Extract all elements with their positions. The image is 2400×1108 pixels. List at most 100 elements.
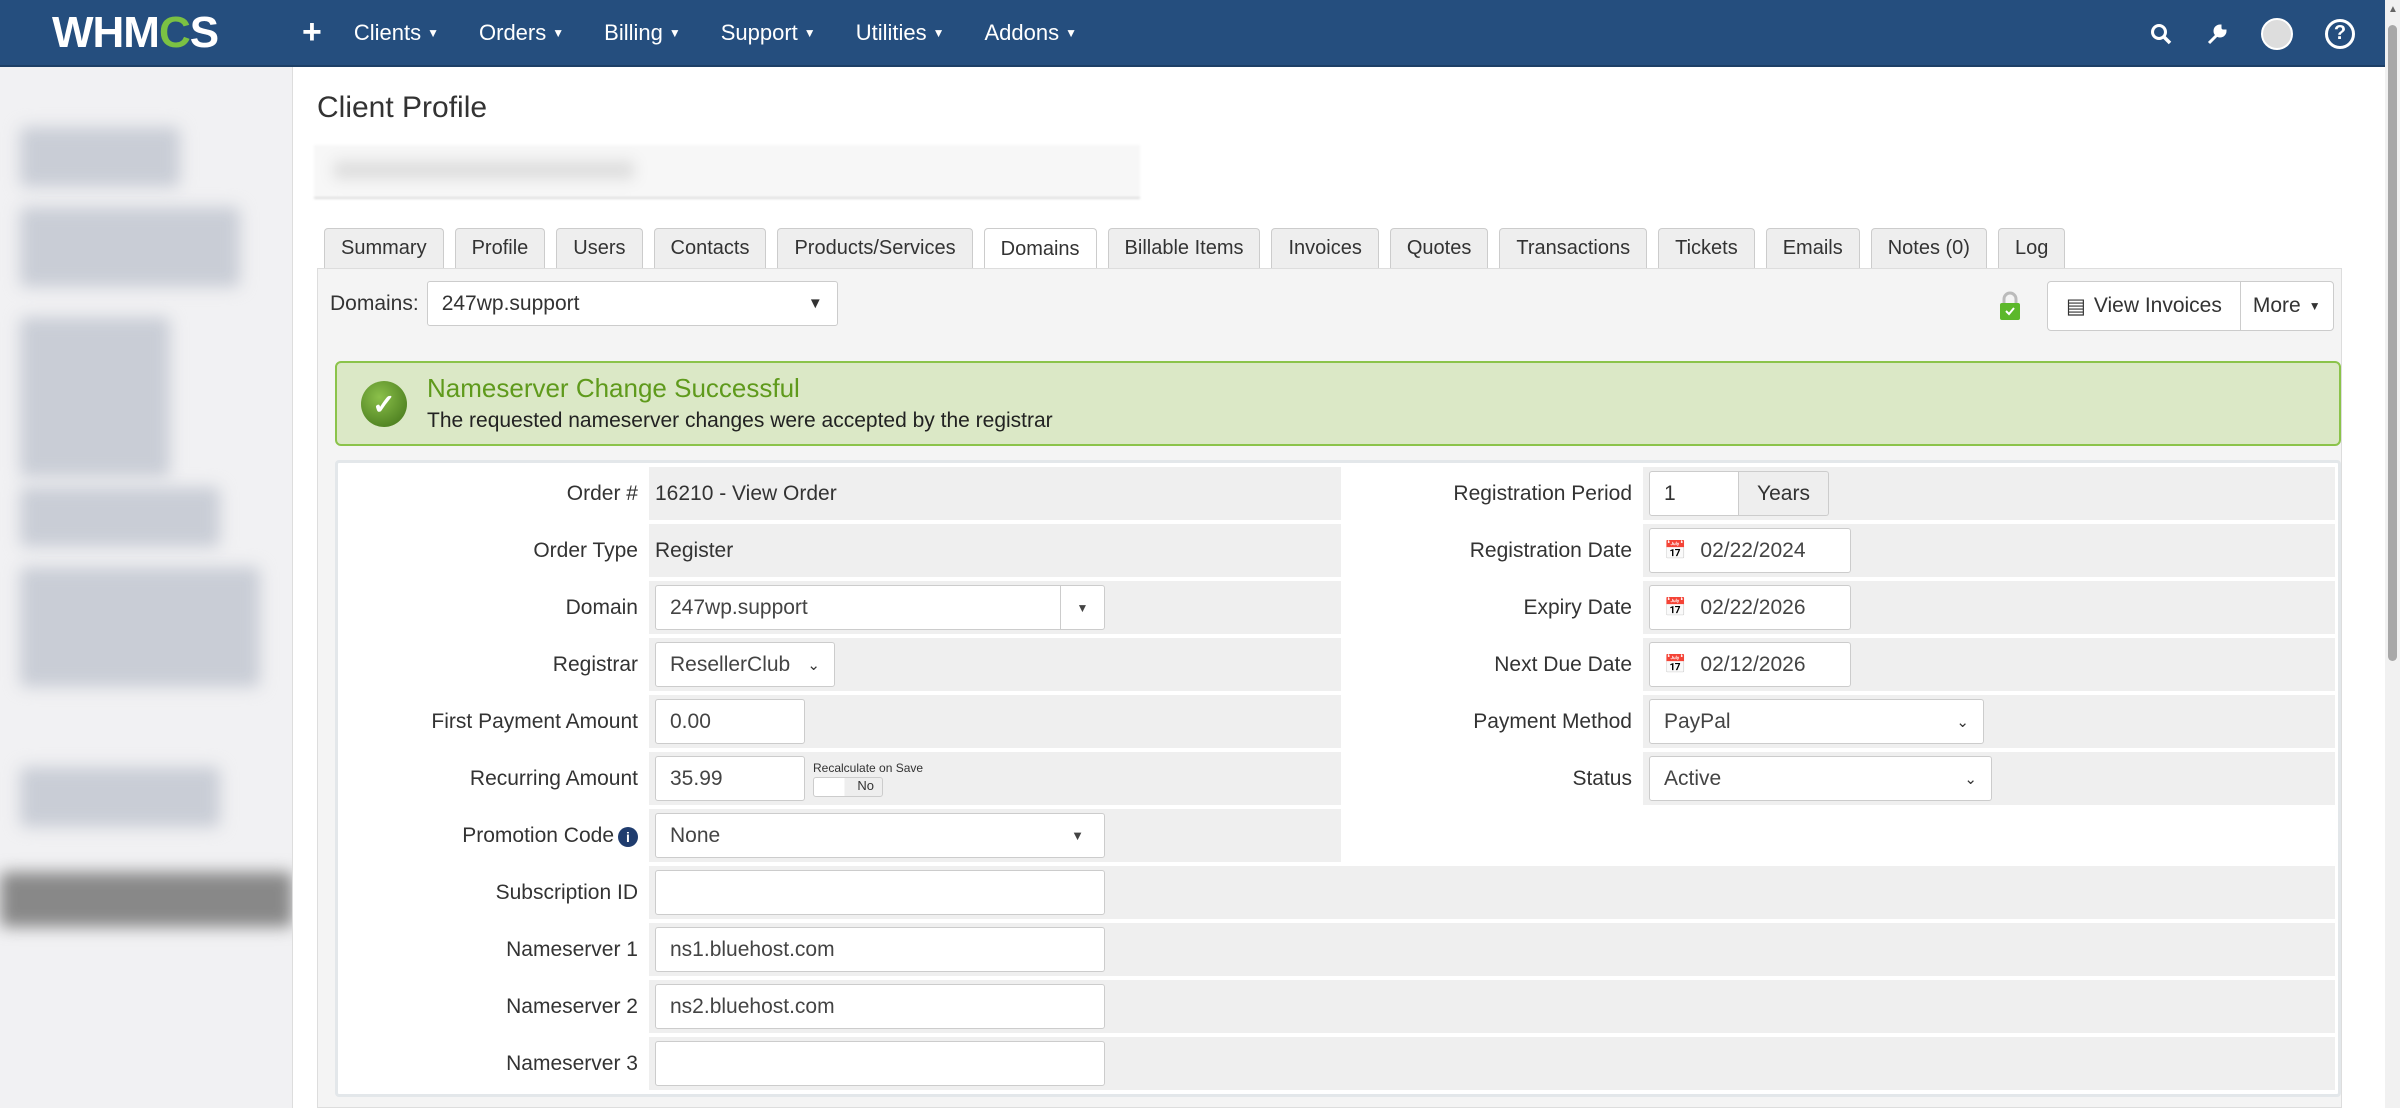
domain-value: 247wp.support [670, 595, 808, 619]
tab-log[interactable]: Log [1997, 228, 2066, 268]
tab-profile[interactable]: Profile [454, 228, 546, 268]
form-row: Nameserver 1 ns1.bluehost.com [341, 923, 2335, 976]
calendar-icon: 📅 [1664, 540, 1687, 560]
menu-billing[interactable]: Billing ▼ [604, 20, 681, 46]
promo-code-select[interactable]: None ▼ [655, 813, 1105, 858]
caret-down-icon: ▼ [1065, 25, 1077, 40]
user-avatar[interactable] [2261, 17, 2293, 50]
menu-clients[interactable]: Clients ▼ [354, 20, 439, 46]
subscription-id-input[interactable] [655, 870, 1105, 915]
promo-label: Promotion Code i [341, 809, 646, 862]
reg-period-label: Registration Period [1344, 467, 1640, 520]
alert-message: The requested nameserver changes were ac… [427, 409, 1053, 432]
domain-select-value: 247wp.support [441, 291, 580, 315]
form-row: Nameserver 3 [341, 1037, 2335, 1090]
form-row: Promotion Code i None ▼ [341, 809, 2335, 862]
scrollbar-thumb[interactable] [2388, 25, 2397, 661]
domain-select[interactable]: 247wp.support ▼ [426, 281, 838, 326]
domain-input[interactable]: 247wp.support ▼ [655, 585, 1105, 630]
payment-method-value: PayPal [1664, 709, 1731, 733]
nameserver-2-input[interactable]: ns2.bluehost.com [655, 984, 1105, 1029]
next-due-date-input[interactable]: 📅 02/12/2026 [1649, 642, 1851, 687]
expiry-date-value: 02/22/2026 [1700, 595, 1806, 619]
promo-label-text: Promotion Code [462, 823, 614, 847]
info-icon[interactable]: i [618, 826, 638, 847]
reg-period-input[interactable]: 1 [1649, 471, 1739, 516]
search-icon[interactable] [2149, 22, 2173, 46]
menu-addons[interactable]: Addons ▼ [984, 20, 1077, 46]
registrar-value: ResellerClub [670, 652, 791, 676]
tab-contacts[interactable]: Contacts [653, 228, 767, 268]
file-icon: ▤ [2066, 294, 2086, 318]
tab-domains[interactable]: Domains [983, 228, 1097, 269]
nameserver-1-input[interactable]: ns1.bluehost.com [655, 927, 1105, 972]
chevron-down-icon: ⌄ [1964, 770, 1977, 788]
chevron-down-icon: ⌄ [1956, 713, 1969, 731]
payment-method-label: Payment Method [1344, 695, 1640, 748]
recalculate-toggle[interactable]: No [813, 776, 883, 797]
more-label: More [2252, 294, 2301, 317]
caret-down-icon: ▼ [552, 25, 565, 40]
status-label: Status [1344, 752, 1640, 805]
menu-label: Utilities [855, 19, 927, 45]
more-dropdown-button[interactable]: More ▼ [2239, 282, 2333, 330]
chevron-down-icon: ⌄ [807, 656, 820, 674]
order-link[interactable]: 16210 - View Order [655, 481, 837, 505]
first-payment-label: First Payment Amount [341, 695, 646, 748]
payment-method-select[interactable]: PayPal ⌄ [1649, 699, 1984, 744]
tab-tickets[interactable]: Tickets [1658, 228, 1755, 268]
expiry-date-input[interactable]: 📅 02/22/2026 [1649, 585, 1851, 630]
view-invoices-button[interactable]: ▤ View Invoices [2048, 282, 2240, 330]
add-new-button[interactable]: + [302, 13, 322, 51]
form-row: Recurring Amount 35.99 Recalculate on Sav… [341, 752, 2335, 805]
registrar-label: Registrar [341, 638, 646, 691]
page-scrollbar[interactable]: ▲ [2385, 0, 2400, 1108]
alert-title: Nameserver Change Successful [427, 373, 800, 403]
reg-date-label: Registration Date [1344, 524, 1640, 577]
menu-label: Billing [604, 19, 663, 45]
ns1-label: Nameserver 1 [341, 923, 646, 976]
tab-invoices[interactable]: Invoices [1271, 228, 1379, 268]
tab-transactions[interactable]: Transactions [1499, 228, 1648, 268]
form-row: Subscription ID [341, 866, 2335, 919]
caret-down-icon: ▼ [427, 25, 439, 40]
expiry-label: Expiry Date [1344, 581, 1640, 634]
tab-billable-items[interactable]: Billable Items [1107, 228, 1261, 268]
tab-products-services[interactable]: Products/Services [777, 228, 973, 268]
form-row: First Payment Amount 0.00 Payment Method… [341, 695, 2335, 748]
promo-code-value: None [670, 823, 721, 847]
tab-notes[interactable]: Notes (0) [1870, 228, 1987, 268]
menu-utilities[interactable]: Utilities ▼ [856, 20, 945, 46]
tab-summary[interactable]: Summary [324, 228, 444, 268]
tab-quotes[interactable]: Quotes [1389, 228, 1489, 268]
menu-label: Support [720, 19, 798, 45]
menu-label: Addons [984, 19, 1060, 45]
caret-down-icon: ▼ [1071, 828, 1084, 843]
recurring-amount-input[interactable]: 35.99 [655, 756, 805, 801]
whmcs-logo[interactable]: WHMCS [52, 7, 219, 57]
caret-down-icon[interactable]: ▼ [1060, 586, 1104, 629]
reg-date-input[interactable]: 📅 02/22/2024 [1649, 528, 1851, 573]
profile-tabs: Summary Profile Users Contacts Products/… [324, 228, 2066, 269]
ssl-lock-icon[interactable] [1998, 291, 2022, 321]
ns3-label: Nameserver 3 [341, 1037, 646, 1090]
help-icon[interactable]: ? [2325, 18, 2355, 49]
form-row: Order Type Register Registration Date 📅 0… [341, 524, 2335, 577]
order-type-label: Order Type [341, 524, 646, 577]
status-select[interactable]: Active ⌄ [1649, 756, 1992, 801]
first-payment-input[interactable]: 0.00 [655, 699, 805, 744]
tab-users[interactable]: Users [556, 228, 643, 268]
caret-down-icon: ▼ [932, 25, 945, 40]
scroll-up-icon[interactable]: ▲ [2388, 4, 2398, 15]
recalculate-label: Recalculate on Save [813, 760, 924, 775]
registrar-select[interactable]: ResellerClub ⌄ [655, 642, 835, 687]
calendar-icon: 📅 [1664, 654, 1687, 674]
tab-emails[interactable]: Emails [1765, 228, 1860, 268]
success-alert: ✓ Nameserver Change Successful The reque… [335, 361, 2341, 446]
nameserver-3-input[interactable] [655, 1041, 1105, 1086]
wrench-icon[interactable] [2205, 22, 2229, 46]
top-navbar: WHMCS + Clients ▼ Orders ▼ Billing ▼ Suppor… [0, 0, 2385, 67]
menu-support[interactable]: Support ▼ [721, 20, 816, 46]
domains-panel: Domains: 247wp.support ▼ ▤ View Invoices M… [317, 268, 2342, 1108]
menu-orders[interactable]: Orders ▼ [479, 20, 564, 46]
